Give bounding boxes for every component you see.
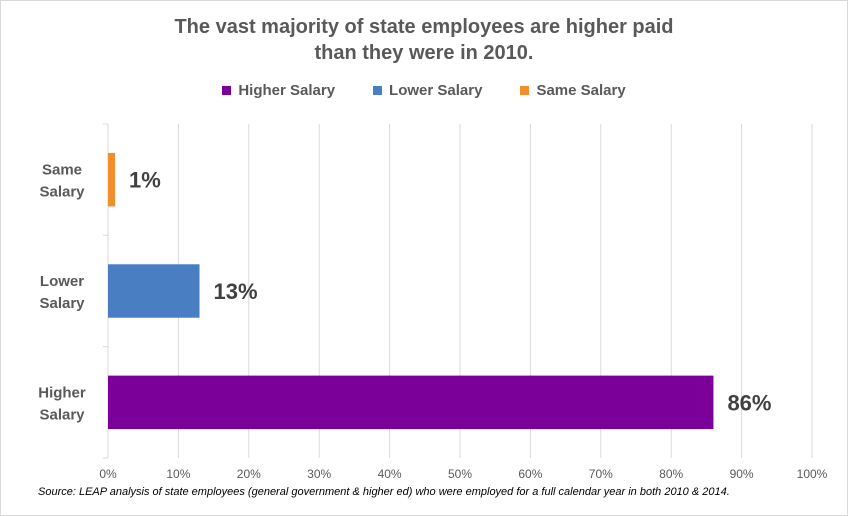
category-label-higher-salary: Higher Salary: [38, 384, 86, 423]
x-tick-label-20: 20%: [237, 467, 261, 481]
legend-item-lower-salary: Lower Salary: [373, 82, 482, 99]
bar-higher-salary: [108, 375, 714, 430]
chart-title-line-1: The vast majority of state employees are…: [174, 16, 674, 38]
legend-item-same-salary: Same Salary: [520, 82, 626, 99]
legend-swatch-lower-salary: [373, 86, 383, 95]
legend-swatch-same-salary: [520, 86, 530, 95]
chart-legend: Higher Salary Lower Salary Same Salary: [0, 82, 848, 99]
x-tick-label-30: 30%: [307, 467, 331, 481]
legend-label-higher-salary: Higher Salary: [238, 82, 336, 99]
bar-lower-salary: [108, 264, 200, 318]
data-label-higher-salary: 86%: [727, 390, 771, 415]
x-tick-label-40: 40%: [378, 467, 402, 481]
x-tick-label-10: 10%: [166, 467, 190, 481]
x-tick-label-80: 80%: [659, 467, 683, 481]
data-label-same-salary: 1%: [129, 168, 161, 193]
data-label-lower-salary: 13%: [214, 279, 258, 304]
x-tick-label-90: 90%: [730, 467, 754, 481]
source-note: Source: LEAP analysis of state employees…: [38, 486, 730, 498]
legend-label-lower-salary: Lower Salary: [389, 82, 483, 99]
x-tick-label-100: 100%: [797, 467, 828, 481]
category-label-same-salary: Same Salary: [39, 162, 85, 201]
legend-swatch-higher-salary: [222, 86, 232, 95]
legend-label-same-salary: Same Salary: [536, 82, 626, 99]
x-tick-label-70: 70%: [589, 467, 613, 481]
x-tick-label-50: 50%: [448, 467, 472, 481]
legend-item-higher-salary: Higher Salary: [222, 82, 335, 99]
x-tick-label-0: 0%: [99, 467, 117, 481]
category-label-lower-salary: Lower Salary: [39, 273, 85, 312]
chart-title-line-2: than they were in 2010.: [314, 42, 534, 64]
chart-title: The vast majority of state employees are…: [0, 14, 848, 66]
bar-same-salary: [108, 152, 116, 207]
x-tick-label-60: 60%: [518, 467, 542, 481]
